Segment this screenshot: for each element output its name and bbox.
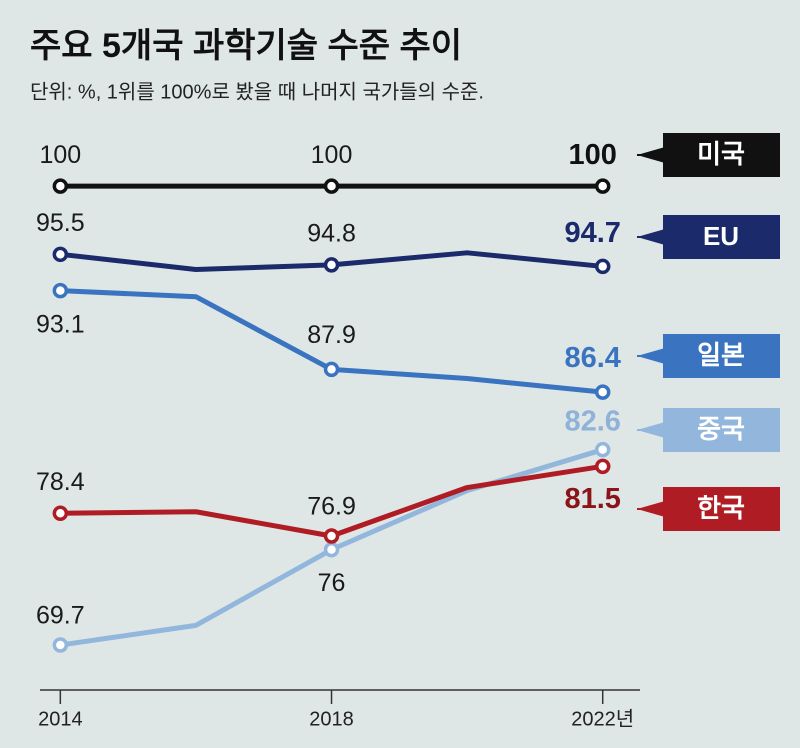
legend-box <box>663 408 780 452</box>
data-label: 95.5 <box>36 209 85 237</box>
legend-box <box>663 133 780 177</box>
data-point <box>594 441 611 458</box>
data-label: 81.5 <box>564 483 620 515</box>
legend-box <box>663 215 780 259</box>
x-tick-label: 2014 <box>38 708 83 730</box>
data-label: 100 <box>569 139 617 171</box>
data-point <box>52 637 69 653</box>
data-point <box>52 178 69 194</box>
legend-box <box>663 334 780 378</box>
data-point <box>323 541 340 558</box>
legend-box <box>663 487 780 531</box>
data-point <box>323 257 340 273</box>
x-tick-label: 2018 <box>309 708 354 730</box>
data-point <box>323 528 340 544</box>
data-label: 94.7 <box>564 217 620 249</box>
data-point <box>594 384 611 400</box>
legend-label: 중국 <box>697 414 745 444</box>
data-label: 87.9 <box>307 321 356 349</box>
data-label: 94.8 <box>307 220 356 248</box>
legend-label: 일본 <box>697 340 745 370</box>
data-label: 78.4 <box>36 468 85 496</box>
chart-title: 주요 5개국 과학기술 수준 추이 <box>30 27 462 65</box>
data-point <box>52 282 69 299</box>
chart-subtitle: 단위: %, 1위를 100%로 봤을 때 나머지 국가들의 수준. <box>30 80 484 103</box>
data-label: 76 <box>318 569 346 597</box>
data-point <box>594 258 611 275</box>
data-point <box>323 361 340 378</box>
data-point <box>594 458 611 475</box>
legend-label: 미국 <box>697 139 745 169</box>
data-label: 93.1 <box>36 310 85 338</box>
data-label: 69.7 <box>36 602 85 630</box>
x-tick-label: 2022년 <box>571 707 634 730</box>
data-label: 86.4 <box>564 342 620 374</box>
data-label: 100 <box>311 141 353 169</box>
data-point <box>52 505 69 522</box>
data-point <box>52 246 69 263</box>
data-label: 100 <box>39 141 81 169</box>
data-point <box>323 178 340 194</box>
data-label: 76.9 <box>307 493 356 521</box>
legend-label: 한국 <box>697 493 745 523</box>
data-label: 82.6 <box>564 405 620 437</box>
legend-label: EU <box>703 221 739 251</box>
data-point <box>594 178 611 194</box>
